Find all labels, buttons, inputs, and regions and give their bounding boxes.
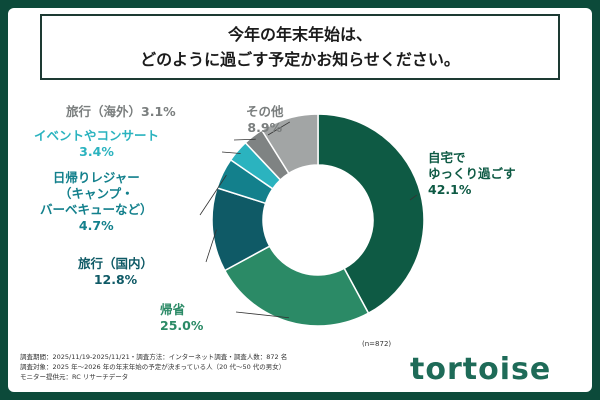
donut-slice (260, 113, 319, 175)
leader-line (205, 229, 217, 263)
category-label: 自宅で ゆっくり過ごす (428, 150, 516, 181)
donut-slice (317, 113, 425, 315)
slice-label: その他 8.9% (246, 104, 284, 136)
category-label: イベントやコンサート (34, 128, 160, 143)
value-label: 25.0% (160, 318, 204, 333)
slice-label: 帰省 25.0% (160, 302, 203, 334)
value-label: 12.8% (93, 272, 138, 287)
leader-line (409, 194, 418, 201)
slice-label: 自宅で ゆっくり過ごす 42.1% (428, 150, 516, 198)
category-label: 旅行（国内） (78, 256, 154, 271)
sample-size: (n=872) (362, 340, 392, 348)
slice-label: 日帰りレジャー （キャンプ・ バーベキューなど） 4.7% (40, 170, 153, 234)
note: 調査対象：2025 年～2026 年の年末年始の予定が決まっている人（20 代～… (20, 363, 286, 371)
slice-label: イベントやコンサート 3.4% (34, 128, 159, 160)
leader-line (233, 138, 256, 141)
leader-line (199, 174, 227, 216)
value-label: 3.1% (141, 104, 176, 119)
leader-line (221, 151, 241, 154)
leader-line (267, 121, 291, 136)
category-label: 帰省 (160, 302, 186, 317)
value-label: 8.9% (247, 120, 283, 135)
value-label: 42.1% (428, 182, 472, 197)
slice-label: 旅行（国内） 12.8% (78, 256, 153, 288)
category-label: 旅行（海外） (66, 104, 142, 119)
category-label: その他 (246, 104, 284, 119)
slice-label: 旅行（海外）3.1% (66, 104, 176, 120)
donut-slice (223, 245, 370, 327)
value-label: 3.4% (79, 144, 114, 159)
value-label: 4.7% (78, 218, 114, 233)
note: 調査期間：2025/11/19-2025/11/21・調査方法：インターネット調… (20, 353, 288, 361)
leader-line (235, 311, 289, 319)
note: モニター提供元：RC リサーチデータ (20, 373, 129, 381)
chart-title: 今年の年末年始は、 どのように過ごす予定かお知らせください。 (40, 14, 560, 80)
category-label: 日帰りレジャー （キャンプ・ バーベキューなど） (40, 170, 153, 217)
logo: tortoise (410, 352, 552, 387)
notes: 調査期間：2025/11/19-2025/11/21・調査方法：インターネット調… (20, 352, 287, 382)
